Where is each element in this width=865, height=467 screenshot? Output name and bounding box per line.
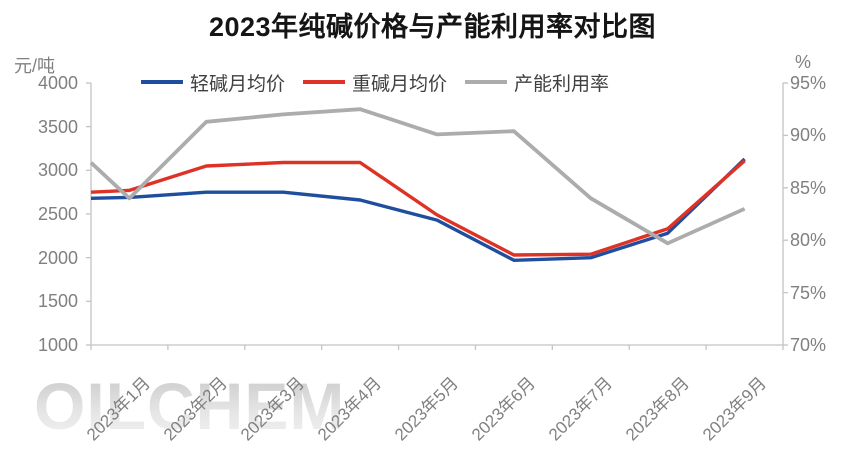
right-axis-tick-label: 85% — [790, 177, 827, 198]
right-axis-tick-label: 95% — [790, 73, 827, 93]
right-axis-tick-label: 80% — [790, 230, 827, 251]
left-axis-tick-label: 1500 — [37, 291, 78, 312]
left-axis-unit-label: 元/吨 — [14, 56, 56, 76]
legend-item-1: 重碱月均价 — [303, 69, 447, 96]
left-axis-tick-label: 3000 — [37, 160, 78, 181]
chart-title: 2023年纯碱价格与产能利用率对比图 — [208, 12, 657, 42]
right-axis-unit-label: % — [795, 52, 812, 72]
right-axis-tick-label: 70% — [790, 335, 827, 355]
legend-label: 产能利用率 — [514, 73, 610, 95]
series-line-1 — [90, 159, 746, 257]
legend: 轻碱月均价 重碱月均价 产能利用率 — [141, 69, 609, 96]
legend-line-marker — [465, 80, 508, 84]
legend-label: 重碱月均价 — [352, 73, 448, 95]
legend-item-2: 产能利用率 — [465, 69, 609, 96]
left-axis-tick-label: 2500 — [37, 204, 78, 224]
right-axis-tick-label: 75% — [790, 282, 827, 303]
series-line-0 — [90, 157, 746, 262]
left-axis-tick-label: 4000 — [37, 73, 78, 93]
legend-line-marker — [141, 80, 183, 84]
left-axis-tick-label: 2000 — [37, 247, 78, 268]
right-axis-tick-label: 90% — [790, 125, 827, 146]
legend-line-marker — [303, 80, 346, 84]
series-line-2 — [89, 107, 746, 246]
left-axis-tick-label: 3500 — [37, 116, 78, 137]
left-axis-tick-label: 1000 — [37, 335, 78, 355]
legend-item-0: 轻碱月均价 — [141, 69, 285, 96]
legend-label: 轻碱月均价 — [190, 73, 286, 95]
oilchem-watermark: OILCHEM — [34, 369, 346, 443]
